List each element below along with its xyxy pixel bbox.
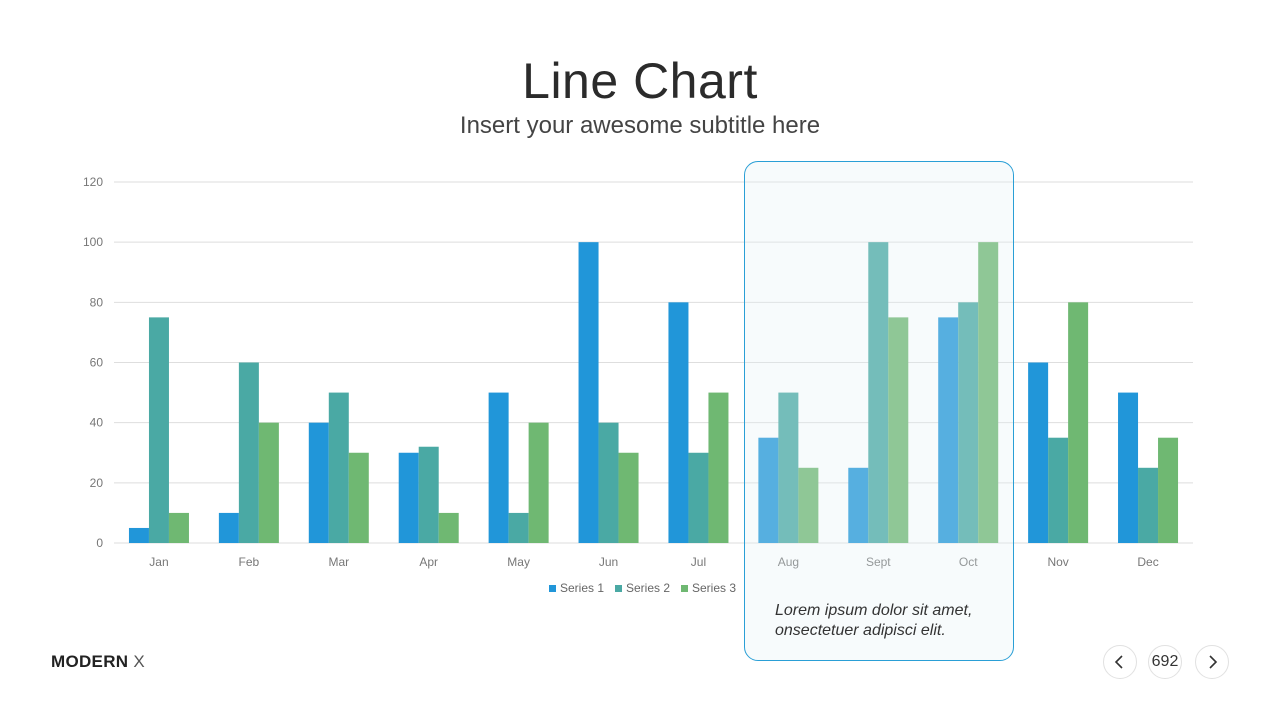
y-axis-ticks: 0 20 40 60 80 100 120 [83,175,103,550]
next-button[interactable] [1195,645,1229,679]
legend-label: Series 3 [692,581,736,595]
x-tick-label: Sept [866,555,891,569]
y-tick-label: 20 [90,476,104,490]
bar-series-1 [308,422,329,543]
x-tick-label: Jun [599,555,618,569]
bar-series-3 [168,512,189,543]
bar-series-2 [148,317,169,543]
bar-series-1 [848,467,869,543]
legend-swatch [681,585,688,592]
bar-series-3 [1068,302,1089,543]
bar-series-1 [128,527,149,543]
bar-series-1 [578,242,599,543]
bar-series-2 [958,302,979,543]
bar-series-3 [978,242,999,543]
bar-series-2 [238,362,259,543]
bar-series-1 [758,437,779,543]
bar-series-1 [1118,392,1139,543]
bar-series-1 [668,302,689,543]
y-tick-label: 80 [90,295,104,309]
bar-series-1 [938,317,959,543]
x-tick-label: Jan [149,555,168,569]
legend: Series 1 Series 2 Series 3 [549,581,736,595]
chart-title: Line Chart [522,53,758,109]
bar-series-2 [778,392,799,543]
y-tick-label: 120 [83,175,103,189]
bar-series-3 [348,452,369,543]
bar-series-2 [868,242,889,543]
y-tick-label: 0 [96,536,103,550]
x-axis-ticks: Jan Feb Mar Apr May Jun Jul Aug Sept Oct Nov Dec [149,555,1158,569]
bar-series-2 [1048,437,1069,543]
previous-button[interactable] [1103,645,1137,679]
bars [128,242,1179,543]
bar-series-3 [708,392,729,543]
legend-label: Series 1 [560,581,604,595]
brand-logo: MODERN X [51,652,145,672]
bar-series-3 [528,422,549,543]
bar-series-2 [688,452,709,543]
bar-series-2 [598,422,619,543]
x-tick-label: Apr [419,555,438,569]
legend-label: Series 2 [626,581,670,595]
bar-series-2 [508,512,529,543]
bar-series-2 [1138,467,1159,543]
bar-series-1 [398,452,419,543]
x-tick-label: Dec [1137,555,1158,569]
x-tick-label: Nov [1047,555,1068,569]
bar-series-3 [888,317,909,543]
legend-swatch [615,585,622,592]
chevron-right-icon [1209,655,1218,669]
legend-swatch [549,585,556,592]
y-tick-label: 40 [90,416,104,430]
brand-name: MODERN [51,652,129,671]
x-tick-label: Mar [328,555,349,569]
chevron-left-icon [1114,655,1123,669]
chart-subtitle: Insert your awesome subtitle here [459,112,821,139]
bar-series-3 [258,422,279,543]
bar-series-1 [218,512,239,543]
bar-series-1 [488,392,509,543]
x-tick-label: Oct [959,555,978,569]
bar-series-3 [1158,437,1179,543]
bar-series-2 [418,446,439,543]
bar-series-1 [1028,362,1049,543]
y-tick-label: 100 [83,235,103,249]
callout-text: Lorem ipsum dolor sit amet, onsectetuer … [775,602,973,639]
brand-suffix: X [133,652,146,671]
x-tick-label: Aug [778,555,799,569]
x-tick-label: Jul [691,555,706,569]
x-tick-label: May [507,555,530,569]
page-number: 692 [1148,645,1182,679]
bar-series-3 [618,452,639,543]
bar-series-3 [438,512,459,543]
y-tick-label: 60 [90,356,104,370]
bar-series-2 [328,392,349,543]
x-tick-label: Feb [239,555,260,569]
bar-series-3 [798,467,819,543]
